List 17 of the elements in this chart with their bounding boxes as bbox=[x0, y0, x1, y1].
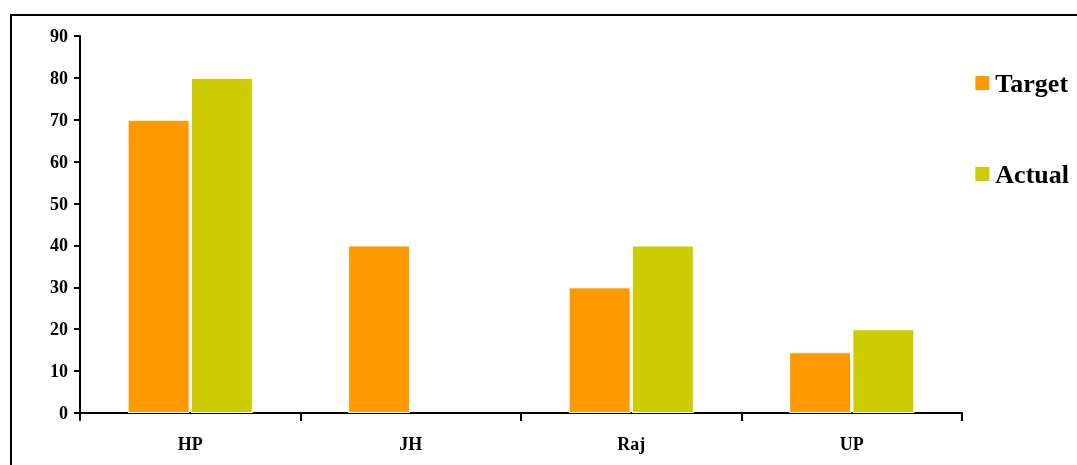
y-tick-label: 80 bbox=[50, 67, 68, 88]
bar bbox=[348, 245, 411, 413]
x-tick-label: JH bbox=[399, 434, 423, 454]
y-tick-label: 40 bbox=[50, 235, 68, 256]
y-tick-label: 30 bbox=[50, 277, 68, 298]
y-tick-label: 60 bbox=[50, 151, 68, 172]
y-tick-label: 70 bbox=[50, 109, 68, 130]
legend-label: Actual bbox=[995, 159, 1070, 189]
x-tick-label: Raj bbox=[617, 434, 646, 454]
y-tick-label: 0 bbox=[59, 403, 68, 423]
y-tick-label: 90 bbox=[50, 26, 68, 46]
y-tick-label: 20 bbox=[50, 319, 68, 340]
y-tick-label: 50 bbox=[50, 193, 68, 214]
x-tick-label: HP bbox=[177, 434, 203, 454]
legend-label: Target bbox=[995, 68, 1069, 98]
y-tick-label: 10 bbox=[50, 361, 68, 382]
x-tick-label: UP bbox=[839, 434, 864, 454]
